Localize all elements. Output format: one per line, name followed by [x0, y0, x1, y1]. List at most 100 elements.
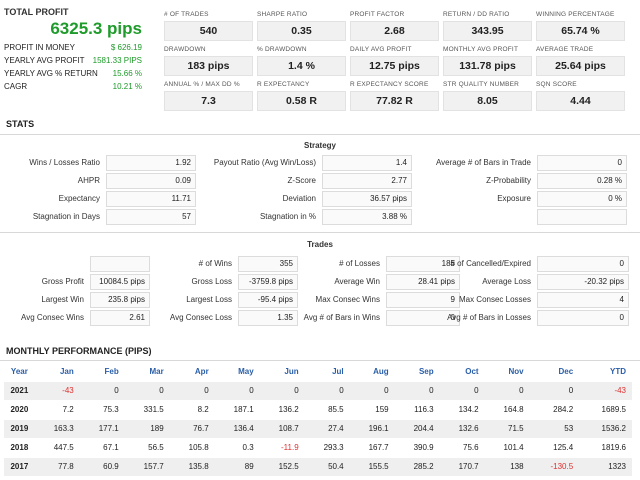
month-value-cell: 159 [349, 399, 395, 419]
stat-item: AHPR 0.09 [78, 173, 196, 189]
month-value-cell: 1819.6 [579, 437, 632, 457]
month-value-cell: 138 [484, 456, 530, 476]
year-cell: 2019 [4, 418, 35, 438]
stat-item: Gross Loss -3759.8 pips [192, 274, 298, 290]
metric-label: MONTHLY AVG PROFIT [443, 46, 519, 53]
stat-value: 1.92 [106, 155, 196, 171]
metric-value: 12.75 pips [350, 56, 439, 76]
table-row: 2018 447.5 67.1 56.5 105.8 0.3 -11.9 293.3 167.7… [4, 437, 632, 457]
metric-card: DRAWDOWN 183 pips [164, 46, 253, 76]
metric-value: 2.68 [350, 21, 439, 41]
summary-row-label: YEARLY AVG % RETURN [4, 69, 98, 78]
month-value-cell: -11.9 [259, 437, 305, 457]
month-value-cell: 71.5 [484, 418, 530, 438]
month-value-cell: 0 [484, 380, 530, 400]
metric-card: SQN SCORE 4.44 [536, 81, 625, 111]
month-value-cell: 101.4 [484, 437, 530, 457]
summary-row-label: PROFIT IN MONEY [4, 43, 75, 52]
summary-row: YEARLY AVG % RETURN 15.66 % [4, 69, 142, 78]
stat-value: 0 [537, 310, 629, 326]
strategy-subheading: Strategy [303, 141, 336, 150]
month-value-cell: 1689.5 [579, 399, 632, 419]
stat-value: 1.4 [322, 155, 412, 171]
metric-label: SQN SCORE [536, 81, 577, 88]
month-value-cell: 134.2 [439, 399, 485, 419]
month-value-cell: 390.9 [394, 437, 440, 457]
month-value-cell: 0 [79, 380, 125, 400]
month-value-cell: 53 [529, 418, 580, 438]
month-value-cell: 85.5 [304, 399, 350, 419]
stat-label: Max Consec Losses [458, 295, 531, 304]
stat-label: Average Loss [482, 277, 531, 286]
stat-value [90, 256, 150, 272]
metric-card: AVERAGE TRADE 25.64 pips [536, 46, 625, 76]
monthly-heading: MONTHLY PERFORMANCE (PIPS) [6, 346, 152, 356]
metric-value: 4.44 [536, 91, 625, 111]
stat-label: Gross Loss [191, 277, 232, 286]
month-value-cell: 132.6 [439, 418, 485, 438]
stat-label: Exposure [497, 194, 531, 203]
month-value-cell: 0 [394, 380, 440, 400]
month-value-cell: 196.1 [349, 418, 395, 438]
stat-item: Max Consec Wins 9 [316, 292, 460, 308]
metric-label: # OF TRADES [164, 11, 209, 18]
month-value-cell: 67.1 [79, 437, 125, 457]
stat-item: Exposure 0 % [497, 191, 627, 207]
stat-value: 9 [386, 292, 460, 308]
stat-item: Average # of Bars in Trade 0 [436, 155, 627, 171]
stat-item: Deviation 36.57 pips [283, 191, 412, 207]
month-value-cell: 187.1 [214, 399, 260, 419]
metric-value: 131.78 pips [443, 56, 532, 76]
stat-value [537, 209, 627, 225]
month-value-cell: 0 [124, 380, 170, 400]
trades-subheading: Trades [307, 240, 333, 249]
month-value-cell: 331.5 [124, 399, 170, 419]
metric-card: SHARPE RATIO 0.35 [257, 11, 346, 41]
stat-label: Largest Win [41, 295, 84, 304]
stat-value: -3759.8 pips [238, 274, 298, 290]
summary-row-label: YEARLY AVG PROFIT [4, 56, 85, 65]
stat-label: # of Wins [198, 259, 232, 268]
stat-label: Average # of Bars in Trade [435, 158, 531, 167]
column-header: Jan [59, 367, 74, 377]
metric-card: RETURN / DD RATIO 343.95 [443, 11, 532, 41]
year-cell: 2017 [4, 456, 35, 476]
summary-row-value: 10.21 % [112, 82, 142, 91]
metric-label: R EXPECTANCY SCORE [350, 81, 429, 88]
profit-summary: TOTAL PROFIT 6325.3 pips PROFIT IN MONEY… [4, 7, 142, 91]
column-header: Jul [332, 367, 344, 377]
stat-value: 3.88 % [322, 209, 412, 225]
column-header: Sep [418, 367, 434, 377]
month-value-cell: 105.8 [169, 437, 215, 457]
metric-card: ANNUAL % / MAX DD % 7.3 [164, 81, 253, 111]
stat-value: 0 [537, 256, 629, 272]
stat-item: Largest Loss -95.4 pips [186, 292, 298, 308]
stat-item: Expectancy 11.71 [59, 191, 196, 207]
month-value-cell: 170.7 [439, 456, 485, 476]
year-cell: 2020 [4, 399, 35, 419]
stat-label: Stagnation in Days [32, 212, 100, 221]
table-row: 2021 -43 0 0 0 0 0 0 0 0 0 0 0 -43 [4, 380, 632, 400]
month-value-cell: 7.2 [34, 399, 80, 419]
stat-value: 28.41 pips [386, 274, 460, 290]
stat-value: 11.71 [106, 191, 196, 207]
metric-value: 65.74 % [536, 21, 625, 41]
metric-card: PROFIT FACTOR 2.68 [350, 11, 439, 41]
stat-item: Payout Ratio (Avg Win/Loss) 1.4 [214, 155, 412, 171]
metric-value: 8.05 [443, 91, 532, 111]
metric-label: SHARPE RATIO [257, 11, 308, 18]
metric-value: 0.58 R [257, 91, 346, 111]
stat-label: Deviation [282, 194, 316, 203]
metrics-grid: # OF TRADES 540 SHARPE RATIO 0.35 PROFIT FAC… [164, 11, 634, 111]
stat-value: 355 [238, 256, 298, 272]
metric-label: STR QUALITY NUMBER [443, 81, 520, 88]
stat-label: AHPR [77, 176, 100, 185]
stat-value: 0.09 [106, 173, 196, 189]
total-profit-label: TOTAL PROFIT [4, 7, 69, 17]
stat-value: 36.57 pips [322, 191, 412, 207]
month-value-cell: 1323 [579, 456, 632, 476]
metric-card: STR QUALITY NUMBER 8.05 [443, 81, 532, 111]
stat-label: Max Consec Wins [315, 295, 380, 304]
month-value-cell: 0 [439, 380, 485, 400]
stat-label: Stagnation in % [259, 212, 316, 221]
